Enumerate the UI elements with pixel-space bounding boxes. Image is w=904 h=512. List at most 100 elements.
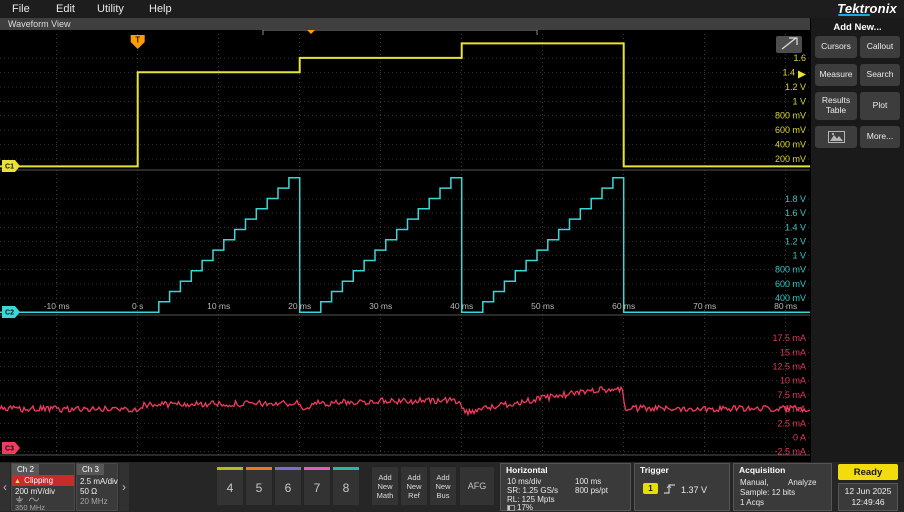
results-table-button[interactable]: Results Table — [815, 92, 857, 120]
trigger-flag-label: T — [135, 36, 140, 45]
channel-7-button[interactable]: 7 — [304, 467, 330, 505]
y-axis-label: 600 mV — [775, 125, 806, 135]
y-axis-label: 7.5 mA — [777, 390, 806, 400]
time-axis-label: 40 ms — [450, 301, 473, 311]
time-axis-label: 10 ms — [207, 301, 230, 311]
y-axis-label: 800 mV — [775, 265, 806, 275]
waveform-view-tab[interactable]: Waveform View — [0, 18, 810, 30]
y-axis-label: 1.8 V — [785, 194, 806, 204]
channel-3-scale: 2.5 mA/div — [80, 477, 118, 486]
channel-5-button[interactable]: 5 — [246, 467, 272, 505]
rising-edge-icon — [663, 483, 676, 495]
y-axis-label: 200 mV — [775, 154, 806, 164]
ready-status-badge[interactable]: Ready — [838, 464, 898, 480]
more-button[interactable]: More... — [860, 126, 900, 148]
channel-tag-label: C3 — [5, 446, 14, 453]
badge-scroll-left-icon[interactable]: ‹ — [0, 463, 10, 511]
y-axis-label: -2.5 mA — [774, 447, 806, 457]
time-axis-label: 80 ms — [774, 301, 797, 311]
add-new-bus-button[interactable]: Add New Bus — [430, 467, 456, 505]
time-axis-label: 30 ms — [369, 301, 392, 311]
add-new-ref-button[interactable]: Add New Ref — [401, 467, 427, 505]
acquisition-panel[interactable]: Acquisition Manual, Analyze Sample: 12 b… — [733, 463, 832, 511]
channel-4-button[interactable]: 4 — [217, 467, 243, 505]
channel-tag-label: C2 — [5, 310, 14, 317]
y-axis-label: 2.5 mA — [777, 418, 806, 428]
measure-button[interactable]: Measure — [815, 64, 857, 86]
position-indicator-icon — [507, 505, 515, 511]
acquisition-count: 1 Acqs — [740, 498, 764, 507]
channel-3-termination: 50 Ω — [80, 487, 97, 496]
acquisition-sample-bits: Sample: 12 bits — [740, 488, 795, 497]
cursors-button[interactable]: Cursors — [815, 36, 857, 58]
horizontal-duration: 100 ms — [575, 477, 601, 486]
menu-file[interactable]: File — [12, 3, 30, 15]
y-axis-label: 5 mA — [785, 404, 806, 414]
oscilloscope-screen: File Edit Utility Help Tektronix Wavefor… — [0, 0, 904, 512]
ground-icon — [15, 496, 24, 503]
y-axis-label: 15 mA — [780, 347, 806, 357]
channel-2-tab[interactable]: Ch 2 — [12, 464, 39, 475]
channel-3-tab[interactable]: Ch 3 — [77, 464, 104, 475]
menu-utility[interactable]: Utility — [97, 3, 124, 15]
channel-3-bandwidth: 20 MHz — [80, 497, 108, 506]
time-axis-label: 70 ms — [693, 301, 716, 311]
horizontal-panel[interactable]: Horizontal 10 ms/div 100 ms SR: 1.25 GS/… — [500, 463, 631, 511]
y-axis-label: 10 mA — [780, 376, 806, 386]
plot-button[interactable]: Plot — [860, 92, 900, 120]
y-axis-label: 800 mV — [775, 111, 806, 121]
y-axis-label: 0 A — [793, 432, 806, 442]
time-axis-label: 60 ms — [612, 301, 635, 311]
horizontal-position: 17% — [507, 503, 533, 512]
mask-button[interactable] — [815, 126, 857, 148]
y-axis-label: 1.6 — [793, 53, 806, 63]
add-new-math-button[interactable]: Add New Math — [372, 467, 398, 505]
menu-edit[interactable]: Edit — [56, 3, 75, 15]
search-button[interactable]: Search — [860, 64, 900, 86]
trigger-panel[interactable]: Trigger 1 1.37 V — [634, 463, 730, 511]
channel-2-scale: 200 mV/div — [15, 487, 55, 496]
time-axis-label: 50 ms — [531, 301, 554, 311]
time-axis-label: 20 ms — [288, 301, 311, 311]
y-axis-label: 1.2 V — [785, 82, 806, 92]
y-axis-label: 400 mV — [775, 140, 806, 150]
y-axis-label: 600 mV — [775, 279, 806, 289]
channel-6-button[interactable]: 6 — [275, 467, 301, 505]
time-axis-label: -10 ms — [44, 301, 70, 311]
trigger-source-badge: 1 — [643, 483, 658, 494]
settings-bar: ‹ Ch 2 ▲ Clipping 200 mV/div 350 MHz Ch … — [0, 462, 904, 512]
y-axis-label: 1.4 V — [785, 222, 806, 232]
y-axis-label: 1.6 V — [785, 208, 806, 218]
y-axis-label: 12.5 mA — [772, 362, 806, 372]
y-axis-label: 1 V — [792, 251, 806, 261]
add-new-panel: Add New... Cursors Callout Measure Searc… — [811, 18, 904, 462]
menu-bar: File Edit Utility Help Tektronix — [0, 0, 904, 18]
channel-8-button[interactable]: 8 — [333, 467, 359, 505]
channel-tag-label: C1 — [5, 164, 14, 171]
afg-button[interactable]: AFG — [460, 467, 494, 505]
graticule-background — [0, 30, 810, 462]
acquisition-mode: Manual, — [740, 478, 768, 487]
horizontal-title: Horizontal — [501, 464, 630, 475]
channel-2-badge[interactable]: Ch 2 ▲ Clipping 200 mV/div 350 MHz — [11, 463, 75, 511]
horizontal-scale: 10 ms/div — [507, 477, 541, 486]
y-axis-label: 1.4 — [782, 67, 795, 77]
channel-2-bandwidth: 350 MHz — [15, 503, 45, 512]
menu-help[interactable]: Help — [149, 3, 172, 15]
add-new-title: Add New... — [811, 18, 904, 33]
probe-icon — [29, 496, 39, 503]
channel-3-badge[interactable]: Ch 3 2.5 mA/div 50 Ω 20 MHz — [76, 463, 118, 511]
horizontal-resolution: 800 ps/pt — [575, 486, 608, 495]
mask-image-icon — [828, 131, 845, 143]
callout-button[interactable]: Callout — [860, 36, 900, 58]
acquisition-title: Acquisition — [734, 464, 831, 475]
trigger-title: Trigger — [635, 464, 729, 475]
y-axis-label: 17.5 mA — [772, 333, 806, 343]
horizontal-sample-rate: SR: 1.25 GS/s — [507, 486, 558, 495]
waveform-display[interactable]: T 1.6 1.4 1.2 V 1 V 800 mV 600 mV 400 mV 200 mV 1… — [0, 30, 810, 462]
trigger-level: 1.37 V — [681, 485, 707, 495]
time-axis-label: 0 s — [132, 301, 143, 311]
badge-scroll-right-icon[interactable]: › — [119, 463, 129, 511]
acquisition-analyze: Analyze — [788, 478, 816, 487]
y-axis-label: 1 V — [792, 96, 806, 106]
